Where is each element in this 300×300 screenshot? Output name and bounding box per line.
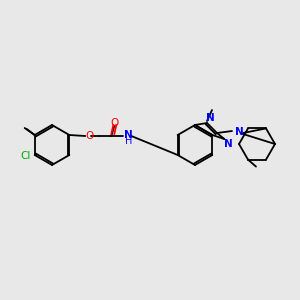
Text: O: O <box>85 131 93 141</box>
Text: N: N <box>124 130 133 140</box>
Text: N: N <box>235 127 243 137</box>
Text: O: O <box>110 118 118 128</box>
Text: Cl: Cl <box>20 151 31 161</box>
Text: H: H <box>124 136 132 146</box>
Text: N: N <box>206 113 214 123</box>
Text: N: N <box>224 139 233 149</box>
